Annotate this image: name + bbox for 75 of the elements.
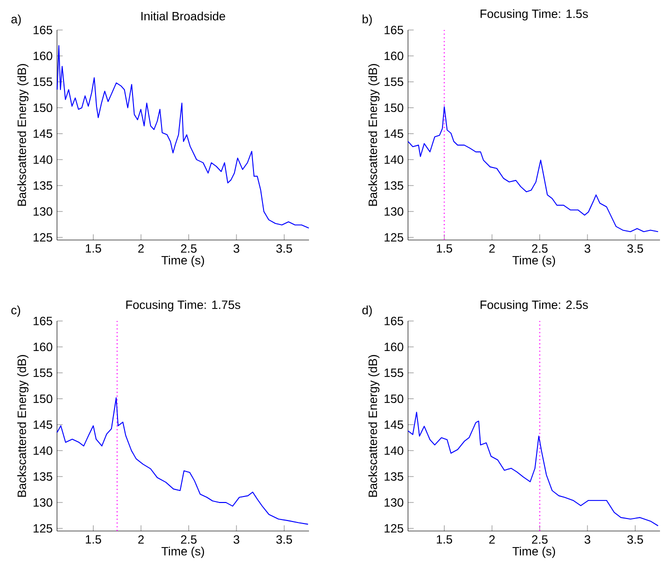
- x-tick-label: 1.5: [436, 244, 452, 253]
- y-tick-label: 145: [384, 420, 404, 429]
- y-axis-title: Backscattered Energy (dB): [17, 355, 28, 497]
- y-tick-label: 140: [384, 446, 404, 455]
- y-tick-label: 160: [384, 342, 404, 352]
- y-tick-label: 160: [384, 52, 404, 60]
- y-tick-label: 155: [34, 368, 52, 378]
- y-tick-label: 155: [384, 78, 404, 86]
- y-tick-label: 125: [384, 233, 404, 242]
- x-tick-label: 3: [584, 244, 590, 253]
- y-tick-label: 150: [384, 394, 404, 404]
- x-tick-label: 3.5: [276, 244, 292, 253]
- x-tick-label: 2.5: [181, 244, 197, 253]
- x-tick-label: 3.5: [276, 535, 292, 544]
- y-tick-label: 125: [34, 233, 52, 242]
- y-tick-label: 165: [384, 316, 404, 326]
- text: d): [362, 306, 372, 317]
- line-series: [56, 397, 309, 525]
- y-tick-label: 140: [34, 155, 52, 164]
- y-tick-label: 130: [34, 207, 52, 216]
- chart-title: Focusing Time: 1.75s: [126, 300, 240, 312]
- chart-title: Focusing Time: 2.5s: [480, 300, 588, 312]
- y-tick-label: 125: [34, 524, 52, 533]
- x-tick-label: 2.5: [532, 535, 548, 544]
- x-tick-label: 3.5: [627, 535, 644, 544]
- y-tick-label: 135: [384, 181, 404, 190]
- y-tick-label: 135: [34, 181, 52, 190]
- y-tick-label: 155: [384, 368, 404, 378]
- chart-title: Focusing Time: 1.5s: [480, 9, 588, 20]
- y-tick-label: 125: [384, 524, 404, 533]
- y-tick-label: 150: [34, 104, 52, 112]
- y-axis-title: Backscattered Energy (dB): [368, 64, 380, 206]
- x-axis-title: Time (s): [162, 546, 204, 558]
- y-tick-label: 130: [34, 498, 52, 507]
- x-tick-label: 3.5: [627, 244, 644, 253]
- x-axis-title: Time (s): [162, 256, 204, 267]
- x-tick-label: 1.5: [86, 535, 102, 544]
- y-axis-title: Backscattered Energy (dB): [368, 355, 380, 497]
- x-tick-label: 2: [489, 244, 495, 253]
- y-tick-label: 160: [34, 342, 52, 352]
- x-tick-label: 3: [234, 244, 240, 253]
- y-tick-label: 165: [384, 26, 404, 34]
- y-tick-label: 145: [34, 130, 52, 138]
- x-tick-label: 2: [489, 535, 495, 544]
- y-axis-title: Backscattered Energy (dB): [17, 64, 28, 206]
- x-tick-label: 2.5: [181, 535, 197, 544]
- x-tick-label: 3: [234, 535, 240, 544]
- text: c): [11, 306, 20, 317]
- y-tick-label: 130: [384, 207, 404, 216]
- text: b): [362, 14, 372, 26]
- y-tick-label: 155: [34, 78, 52, 86]
- x-axis-title: Time (s): [512, 256, 556, 267]
- y-tick-label: 140: [384, 155, 404, 164]
- y-tick-label: 135: [384, 472, 404, 481]
- y-tick-label: 150: [34, 394, 52, 404]
- y-tick-label: 160: [34, 52, 52, 60]
- y-tick-label: 150: [384, 104, 404, 112]
- text: a): [11, 14, 21, 26]
- x-tick-label: 3: [584, 535, 590, 544]
- x-axis-title: Time (s): [512, 546, 556, 558]
- x-tick-label: 1.5: [436, 535, 452, 544]
- x-tick-label: 2.5: [532, 244, 548, 253]
- chart-title: Initial Broadside: [141, 12, 226, 20]
- y-tick-label: 145: [384, 130, 404, 138]
- y-tick-label: 140: [34, 446, 52, 455]
- y-tick-label: 135: [34, 472, 52, 481]
- x-tick-label: 2: [138, 535, 144, 544]
- x-tick-label: 1.5: [86, 244, 102, 253]
- y-tick-label: 165: [34, 316, 52, 326]
- x-tick-label: 2: [138, 244, 144, 253]
- line-series: [56, 45, 310, 229]
- y-tick-label: 165: [34, 26, 52, 34]
- y-tick-label: 145: [34, 420, 52, 429]
- line-series: [408, 106, 659, 232]
- y-tick-label: 130: [384, 498, 404, 507]
